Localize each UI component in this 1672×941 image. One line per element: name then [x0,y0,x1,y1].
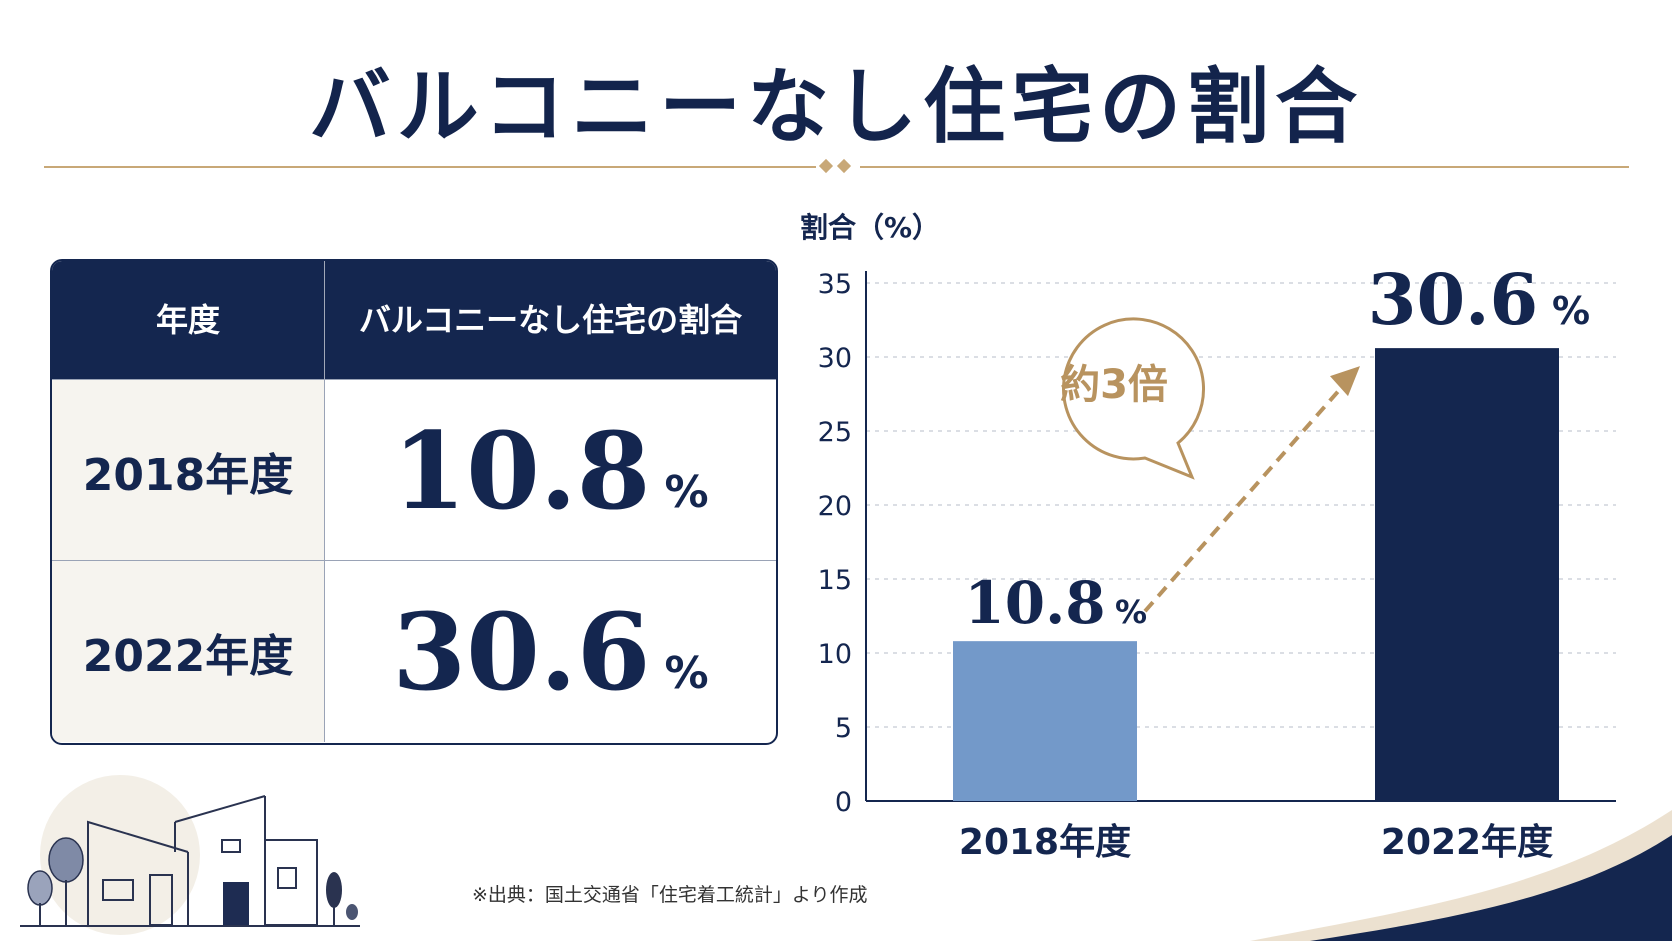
callout-bubble [1062,317,1206,480]
row-divider [324,561,325,742]
trend-arrow [1143,378,1350,613]
header-year: 年度 [155,301,220,339]
table-row: 2018年度 10.8 % [52,379,776,561]
x-tick-label: 2018年度 [959,822,1131,863]
row-year: 2022年度 [52,561,324,742]
row-divider [324,380,325,561]
house-illustration [20,775,360,935]
header-divider [324,261,325,379]
table-header: 年度 バルコニーなし住宅の割合 [52,261,776,379]
header-value: バルコニーなし住宅の割合 [358,301,743,339]
row-value-cell: 10.8 % [325,380,776,561]
x-tick-label: 2022年度 [1381,822,1553,863]
y-tick-label: 35 [818,269,852,300]
bar [1375,348,1559,801]
title-divider-left [44,166,816,168]
y-axis-label: 割合（%） [800,211,940,244]
table-row: 2022年度 30.6 % [52,560,776,742]
row-value: 30.6 [392,589,651,714]
y-tick-label: 5 [835,713,852,744]
bar-value-unit: % [1115,593,1147,631]
row-unit: % [664,648,709,699]
row-value-cell: 30.6 % [325,561,776,742]
bar-value-label: 30.6 [1368,258,1539,341]
bar-chart: 割合（%） 0 5 10 15 20 25 30 35 10.8 % 2018年度 30.6 % 2022年… [800,211,1616,863]
callout-text: 約3倍 [1060,362,1168,408]
divider-diamond [836,158,852,174]
y-tick-label: 30 [818,343,852,374]
bar [953,641,1137,801]
divider-diamond [818,158,834,174]
title-divider-right [860,166,1629,168]
row-value: 10.8 [392,408,651,533]
source-note: ※出典：国土交通省「住宅着工統計」より作成 [472,884,868,906]
corner-wave-decoration [1250,810,1672,941]
arrow-head [1330,366,1360,397]
y-tick-label: 25 [818,417,852,448]
row-unit: % [664,467,709,518]
data-table: 年度 バルコニーなし住宅の割合 2018年度 10.8 % 2022年度 30.… [50,259,778,745]
y-tick-label: 15 [818,565,852,596]
page-title: バルコニーなし住宅の割合 [308,59,1364,155]
bar-value-label: 10.8 [964,569,1105,637]
y-tick-label: 0 [835,787,852,818]
y-tick-label: 20 [818,491,852,522]
y-tick-label: 10 [818,639,852,670]
bar-value-unit: % [1552,289,1590,333]
row-year: 2018年度 [52,380,324,561]
